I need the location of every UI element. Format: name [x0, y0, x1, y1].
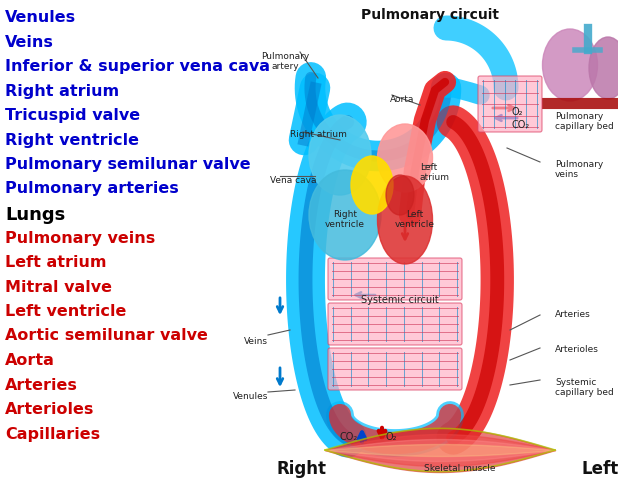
- Text: Skeletal muscle: Skeletal muscle: [424, 464, 496, 473]
- Text: Venules: Venules: [232, 392, 268, 401]
- FancyBboxPatch shape: [328, 303, 462, 345]
- Text: Right atrium: Right atrium: [290, 130, 347, 139]
- Text: Pulmonary arteries: Pulmonary arteries: [5, 182, 179, 196]
- Text: Vena cava: Vena cava: [270, 176, 316, 185]
- Text: O₂: O₂: [512, 107, 523, 117]
- Text: Pulmonary circuit: Pulmonary circuit: [361, 8, 499, 22]
- Ellipse shape: [589, 37, 618, 99]
- FancyBboxPatch shape: [328, 258, 462, 300]
- Text: Left: Left: [582, 460, 618, 478]
- Text: Arteries: Arteries: [5, 377, 78, 392]
- Text: Aorta: Aorta: [5, 353, 55, 368]
- Text: Pulmonary semilunar valve: Pulmonary semilunar valve: [5, 157, 251, 172]
- Text: Arterioles: Arterioles: [5, 402, 95, 417]
- Text: Capillaries: Capillaries: [5, 426, 100, 442]
- Text: Arteries: Arteries: [555, 310, 591, 319]
- Text: Aorta: Aorta: [390, 95, 415, 104]
- Text: Pulmonary
artery: Pulmonary artery: [261, 52, 309, 71]
- Ellipse shape: [386, 175, 414, 215]
- Text: Aortic semilunar valve: Aortic semilunar valve: [5, 329, 208, 343]
- Text: Systemic circuit: Systemic circuit: [361, 295, 439, 305]
- Text: CO₂: CO₂: [512, 120, 530, 130]
- Ellipse shape: [378, 176, 433, 264]
- Text: Systemic
capillary bed: Systemic capillary bed: [555, 378, 614, 398]
- Text: Pulmonary veins: Pulmonary veins: [5, 230, 155, 246]
- Ellipse shape: [378, 124, 433, 192]
- Text: Right atrium: Right atrium: [5, 83, 119, 99]
- Text: Veins: Veins: [244, 337, 268, 346]
- Text: Left ventricle: Left ventricle: [5, 304, 126, 319]
- Text: O₂: O₂: [385, 432, 397, 442]
- Ellipse shape: [351, 156, 393, 214]
- Text: Left
ventricle: Left ventricle: [395, 210, 435, 229]
- Text: Left
atrium: Left atrium: [420, 163, 450, 182]
- Text: Left atrium: Left atrium: [5, 255, 106, 270]
- Ellipse shape: [309, 115, 371, 195]
- Text: Pulmonary
capillary bed: Pulmonary capillary bed: [555, 112, 614, 131]
- Text: Veins: Veins: [5, 34, 54, 49]
- Text: Pulmonary
veins: Pulmonary veins: [555, 160, 603, 180]
- FancyBboxPatch shape: [328, 348, 462, 390]
- Text: Mitral valve: Mitral valve: [5, 280, 112, 295]
- Text: Right: Right: [277, 460, 327, 478]
- Text: Tricuspid valve: Tricuspid valve: [5, 108, 140, 123]
- Ellipse shape: [543, 29, 598, 101]
- Text: Right
ventricle: Right ventricle: [325, 210, 365, 229]
- Text: Arterioles: Arterioles: [555, 345, 599, 354]
- Text: Right ventricle: Right ventricle: [5, 133, 139, 148]
- Text: Venules: Venules: [5, 10, 76, 25]
- FancyBboxPatch shape: [478, 76, 542, 132]
- Text: CO₂: CO₂: [340, 432, 358, 442]
- Text: Lungs: Lungs: [5, 206, 66, 224]
- Text: Inferior & superior vena cava: Inferior & superior vena cava: [5, 59, 270, 74]
- Ellipse shape: [309, 170, 381, 260]
